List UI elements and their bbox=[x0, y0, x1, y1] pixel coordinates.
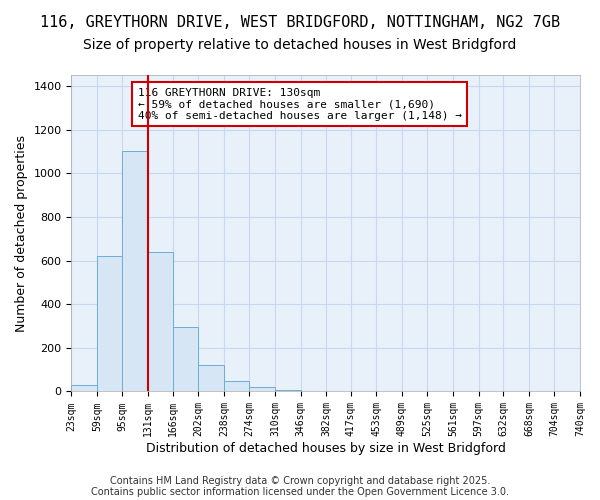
Bar bbox=[224, 381, 250, 392]
Bar bbox=[148, 252, 173, 392]
Bar bbox=[97, 256, 122, 392]
Bar bbox=[199, 366, 224, 392]
Bar bbox=[275, 390, 301, 392]
Text: 116 GREYTHORN DRIVE: 130sqm
← 59% of detached houses are smaller (1,690)
40% of : 116 GREYTHORN DRIVE: 130sqm ← 59% of det… bbox=[137, 88, 461, 121]
Bar bbox=[173, 327, 199, 392]
Y-axis label: Number of detached properties: Number of detached properties bbox=[15, 134, 28, 332]
Text: Contains HM Land Registry data © Crown copyright and database right 2025.: Contains HM Land Registry data © Crown c… bbox=[110, 476, 490, 486]
Text: 116, GREYTHORN DRIVE, WEST BRIDGFORD, NOTTINGHAM, NG2 7GB: 116, GREYTHORN DRIVE, WEST BRIDGFORD, NO… bbox=[40, 15, 560, 30]
Bar bbox=[250, 387, 275, 392]
X-axis label: Distribution of detached houses by size in West Bridgford: Distribution of detached houses by size … bbox=[146, 442, 506, 455]
Text: Contains public sector information licensed under the Open Government Licence 3.: Contains public sector information licen… bbox=[91, 487, 509, 497]
Bar bbox=[71, 385, 97, 392]
Bar bbox=[122, 152, 148, 392]
Text: Size of property relative to detached houses in West Bridgford: Size of property relative to detached ho… bbox=[83, 38, 517, 52]
